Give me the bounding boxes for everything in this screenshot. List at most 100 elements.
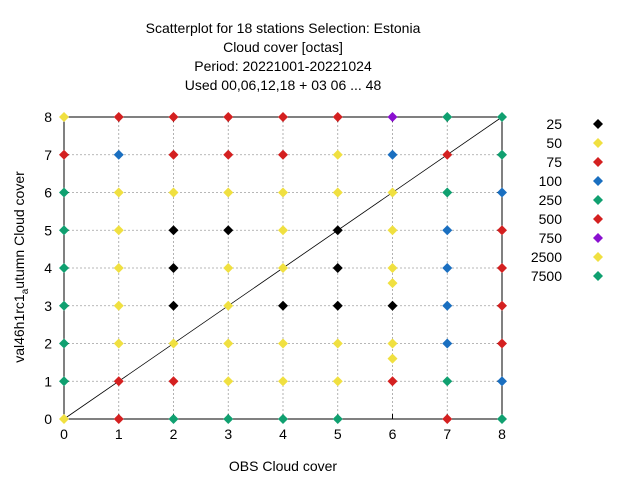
x-tick-label: 0	[60, 426, 68, 442]
y-tick-label: 3	[44, 298, 52, 314]
data-point-50	[387, 278, 398, 289]
y-axis-label-sub: a	[20, 288, 31, 294]
x-tick-label: 6	[389, 426, 397, 442]
data-point-500	[59, 149, 69, 160]
data-point-25	[168, 225, 179, 236]
x-axis-label: OBS Cloud cover	[229, 458, 337, 474]
data-point-50	[278, 338, 288, 349]
title-line-1: Scatterplot for 18 stations Selection: E…	[146, 20, 421, 36]
data-point-250	[332, 414, 343, 424]
data-point-50	[278, 225, 288, 236]
x-tick-label: 7	[443, 426, 451, 442]
title-line-2: Cloud cover [octas]	[223, 39, 343, 55]
data-point-25	[332, 225, 343, 236]
data-point-50	[113, 187, 124, 198]
data-point-250	[442, 376, 453, 387]
data-point-100	[497, 187, 507, 198]
data-point-75	[278, 112, 288, 122]
data-point-50	[223, 187, 234, 198]
data-point-500	[497, 225, 507, 236]
data-point-50	[113, 263, 124, 273]
data-point-75	[113, 112, 124, 122]
data-point-50	[168, 187, 179, 198]
y-tick-label: 1	[44, 373, 52, 389]
legend-label-25: 25	[546, 116, 562, 132]
chart-title: Scatterplot for 18 stations Selection: E…	[146, 20, 421, 93]
y-tick-label: 7	[44, 147, 52, 163]
legend-marker-100	[593, 176, 603, 186]
data-point-50	[59, 414, 69, 424]
data-point-50	[387, 187, 398, 198]
data-point-250	[168, 414, 179, 424]
data-point-50	[332, 187, 343, 198]
y-tick-label: 4	[44, 260, 52, 276]
y-tick-label: 0	[44, 411, 52, 427]
legend-marker-2500	[593, 252, 603, 262]
data-point-100	[442, 300, 453, 311]
data-point-50	[223, 338, 234, 349]
data-point-25	[168, 300, 179, 311]
data-point-75	[223, 149, 234, 160]
data-point-250	[223, 414, 234, 424]
data-point-50	[387, 263, 398, 273]
data-point-75	[168, 376, 179, 387]
data-point-250	[442, 187, 453, 198]
data-point-500	[497, 338, 507, 349]
legend-marker-750	[593, 233, 603, 243]
legend-label-7500: 7500	[531, 268, 562, 284]
data-point-50	[387, 353, 398, 364]
title-line-4: Used 00,06,12,18 + 03 06 ... 48	[185, 77, 382, 93]
legend-label-500: 500	[539, 211, 563, 227]
data-point-100	[442, 338, 453, 349]
data-point-75	[168, 149, 179, 160]
legend-marker-50	[593, 138, 603, 148]
y-tick-label: 8	[44, 109, 52, 125]
data-point-250	[442, 112, 453, 122]
data-point-50	[113, 338, 124, 349]
data-point-250	[497, 149, 507, 160]
legend: 25 50 75 100 250 500 750 2500 7500	[531, 116, 603, 284]
y-axis-label-rest: utumn Cloud cover	[11, 171, 27, 289]
data-point-25	[332, 263, 343, 273]
legend-marker-7500	[593, 271, 603, 281]
y-tick-label: 5	[44, 222, 52, 238]
y-axis-label-main: val46h1rc1	[11, 294, 27, 363]
data-point-25	[387, 300, 398, 311]
data-point-500	[113, 414, 124, 424]
data-point-500	[442, 149, 453, 160]
data-point-75	[223, 112, 234, 122]
data-point-500	[497, 300, 507, 311]
y-axis-label: val46h1rc1autumn Cloud cover	[11, 171, 31, 363]
grid	[64, 117, 502, 419]
data-point-75	[113, 376, 124, 387]
data-point-50	[113, 225, 124, 236]
legend-marker-75	[593, 157, 603, 167]
data-point-75	[332, 112, 343, 122]
x-tick-label: 4	[279, 426, 287, 442]
legend-label-50: 50	[546, 135, 562, 151]
data-point-250	[59, 376, 69, 387]
data-point-75	[278, 149, 288, 160]
data-point-250	[59, 300, 69, 311]
x-tick-label: 2	[170, 426, 178, 442]
data-point-100	[387, 149, 398, 160]
title-line-3: Period: 20221001-20221024	[194, 58, 372, 74]
legend-marker-25	[593, 119, 603, 129]
legend-label-250: 250	[539, 192, 563, 208]
legend-label-100: 100	[539, 173, 563, 189]
data-point-750	[387, 112, 398, 122]
data-point-50	[278, 187, 288, 198]
data-point-50	[223, 376, 234, 387]
data-point-50	[278, 376, 288, 387]
data-point-100	[442, 225, 453, 236]
data-point-100	[442, 263, 453, 273]
data-point-25	[278, 300, 288, 311]
legend-marker-500	[593, 214, 603, 224]
data-point-250	[497, 112, 507, 122]
data-point-250	[59, 263, 69, 273]
data-point-250	[278, 414, 288, 424]
x-tick-label: 5	[334, 426, 342, 442]
axis-ticks: 0 1 2 3 4 5 6 7 8 0 1 2 3 4 5 6 7 8	[44, 109, 506, 442]
data-point-50	[332, 149, 343, 160]
